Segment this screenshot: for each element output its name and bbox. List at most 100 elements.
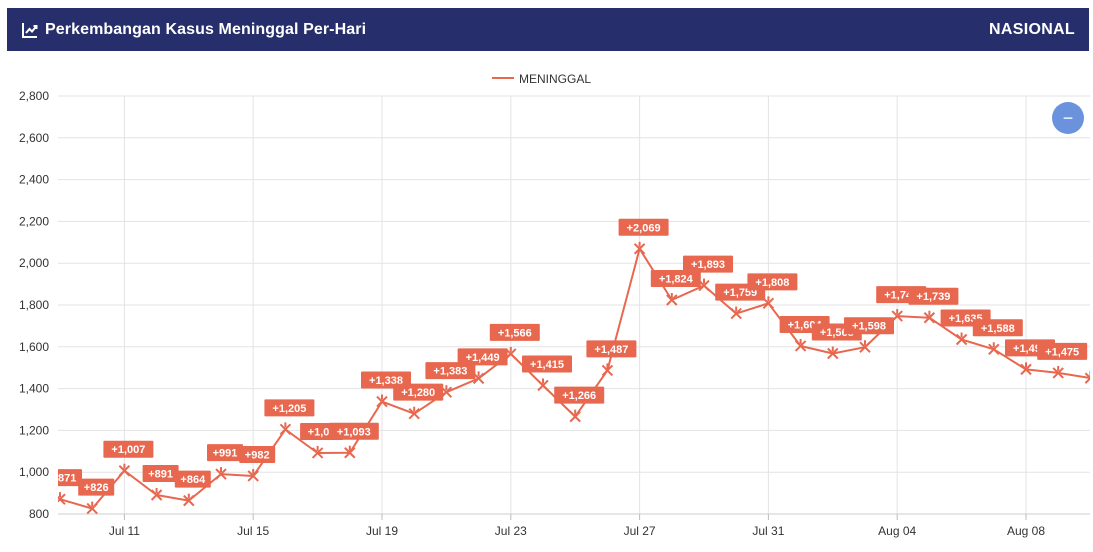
data-label-box [239, 445, 276, 463]
data-label-box [650, 269, 701, 287]
chart-header: Perkembangan Kasus Meninggal Per-Hari NA… [7, 8, 1089, 51]
data-label-box [1037, 342, 1088, 360]
data-label-box [207, 444, 243, 462]
y-tick-label: 2,600 [19, 131, 49, 145]
data-label: +1,266 [562, 390, 596, 402]
x-tick-label: Jul 31 [752, 524, 784, 538]
data-point-marker [344, 445, 356, 459]
x-tick-label: Jul 15 [237, 524, 269, 538]
data-label-box [328, 422, 379, 440]
data-label: +871 [52, 473, 77, 485]
data-label-box [58, 469, 82, 487]
data-label-box [264, 399, 315, 417]
data-label-box [844, 317, 894, 335]
data-point-marker [633, 241, 646, 255]
data-label: +891 [148, 468, 173, 480]
data-point-marker [183, 493, 195, 507]
data-point-marker [86, 501, 98, 514]
y-tick-label: 2,000 [19, 256, 49, 270]
data-label: +1,893 [691, 259, 725, 271]
y-tick-label: 2,200 [19, 214, 49, 228]
y-tick-label: 1,200 [19, 423, 49, 437]
data-label: +1,598 [852, 321, 886, 333]
data-point-marker [859, 340, 871, 353]
data-point-marker [1052, 365, 1064, 379]
data-point-marker [762, 296, 775, 310]
data-point-marker [376, 394, 388, 408]
y-tick-label: 1,400 [19, 382, 49, 396]
data-point-marker [408, 406, 420, 420]
data-label-box [554, 386, 605, 404]
header-title-group: Perkembangan Kasus Meninggal Per-Hari [21, 21, 366, 39]
data-label-box [522, 355, 572, 373]
data-label-box [972, 319, 1023, 337]
data-point-marker [505, 346, 517, 360]
data-point-marker [730, 306, 742, 320]
data-label: +864 [180, 474, 206, 486]
data-point-marker [247, 468, 259, 482]
data-label: +1,09 [308, 426, 336, 438]
y-tick-label: 1,000 [19, 465, 49, 479]
data-point-marker [794, 338, 807, 352]
data-point-marker [472, 371, 485, 385]
data-point-marker [827, 346, 839, 360]
data-point-marker [1084, 371, 1090, 384]
data-point-marker [58, 492, 66, 505]
data-label: +1,487 [594, 344, 628, 356]
data-label-box [425, 362, 476, 380]
x-tick-label: Aug 08 [1007, 524, 1045, 538]
data-label-box [908, 287, 959, 305]
data-label-box [747, 273, 798, 291]
legend-label: MENINGGAL [519, 72, 591, 86]
data-label-box [78, 478, 115, 496]
data-point-marker [1020, 362, 1032, 376]
x-tick-label: Aug 04 [878, 524, 916, 538]
data-label: +1,415 [530, 359, 564, 371]
x-tick-label: Jul 19 [366, 524, 398, 538]
x-tick-label: Jul 11 [109, 524, 140, 538]
data-point-marker [440, 385, 453, 398]
x-tick-label: Jul 23 [495, 524, 527, 538]
data-label-box [142, 464, 179, 482]
data-label: +1,824 [659, 273, 694, 285]
y-tick-label: 1,600 [19, 340, 49, 354]
data-label: +1,566 [498, 327, 532, 339]
data-label: +1,739 [916, 291, 950, 303]
y-tick-label: 2,800 [19, 89, 49, 103]
data-label: +2,069 [627, 222, 661, 234]
data-label-box [393, 383, 444, 401]
data-point-marker [215, 467, 227, 480]
data-label: +1,588 [981, 323, 1015, 335]
data-label: +1,449 [466, 352, 500, 364]
zoom-out-button[interactable]: − [1052, 102, 1084, 134]
data-point-marker [537, 378, 549, 392]
y-tick-label: 2,400 [19, 173, 49, 187]
y-tick-label: 1,800 [19, 298, 49, 312]
data-point-marker [666, 292, 678, 306]
data-point-marker [569, 409, 581, 423]
data-label-box [174, 470, 211, 488]
data-point-marker [279, 422, 292, 436]
data-label: +982 [245, 449, 270, 461]
chart-title: Perkembangan Kasus Meninggal Per-Hari [45, 20, 367, 38]
data-label-box [103, 440, 154, 458]
data-label: +1,475 [1045, 346, 1079, 358]
data-label: +1,280 [401, 387, 435, 399]
x-tick-label: Jul 27 [624, 524, 656, 538]
data-label-box [683, 255, 733, 273]
data-label: +1,205 [272, 403, 306, 415]
data-point-marker [923, 310, 936, 324]
data-label-box [489, 323, 540, 341]
data-point-marker [118, 463, 131, 477]
series-group: +871+826+1,007+891 +864+991 +982+1,205+1,0… [52, 218, 1090, 514]
data-label-box [618, 218, 669, 236]
minus-icon: − [1062, 108, 1074, 128]
region-label: NASIONAL [989, 20, 1075, 38]
data-label-box [586, 340, 637, 358]
data-label: +991 [213, 448, 238, 460]
data-point-marker [601, 363, 614, 377]
data-point-marker [150, 487, 163, 501]
data-label: +1,383 [433, 366, 467, 378]
data-point-marker [891, 309, 903, 322]
